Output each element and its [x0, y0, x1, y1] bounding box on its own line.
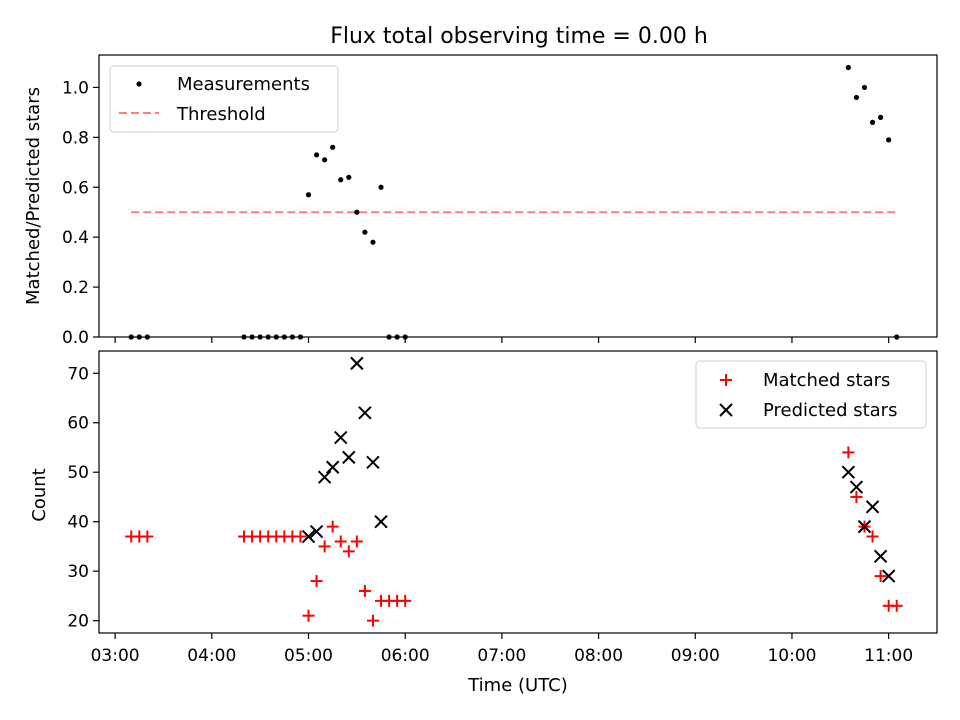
top-legend-box — [109, 65, 339, 133]
measurement-point — [877, 114, 884, 120]
measurement-point — [861, 84, 868, 91]
top-x-axis-ticks — [114, 337, 890, 343]
matched-star-point — [141, 530, 154, 543]
bottom-x-axis: 03:00 04:00 05:00 06:00 07:00 08:00 09:00 10:00… — [91, 633, 913, 666]
legend-label-predicted: Predicted stars — [763, 400, 897, 421]
top-y-tick-label: 1.0 — [62, 78, 89, 98]
predicted-star-point — [342, 450, 356, 465]
matched-star-point — [302, 609, 315, 622]
measurement-point — [354, 209, 360, 215]
measurement-point — [305, 192, 312, 198]
top-y-axis-label: Matched/Predicted stars — [23, 87, 44, 305]
x-tick-label: 08:00 — [574, 646, 623, 666]
bottom-y-tick-label: 60 — [67, 414, 89, 434]
predicted-star-point — [857, 519, 872, 534]
measurement-point — [313, 152, 320, 158]
bottom-y-tick-label: 50 — [67, 463, 89, 483]
measurement-point — [378, 184, 384, 190]
x-tick-label: 11:00 — [864, 646, 913, 666]
matched-star-point — [890, 599, 903, 612]
matched-star-point — [350, 535, 363, 548]
matched-star-point — [342, 545, 355, 558]
bottom-y-tick-label: 40 — [67, 513, 89, 533]
measurement-point — [845, 64, 851, 71]
matched-star-point — [326, 520, 339, 533]
measurement-point — [370, 239, 376, 245]
matched-star-point — [318, 540, 331, 553]
x-tick-label: 03:00 — [91, 646, 140, 666]
predicted-star-point — [841, 465, 856, 479]
predicted-star-point — [873, 549, 888, 564]
matched-star-point — [399, 594, 412, 607]
x-tick-label: 05:00 — [284, 646, 333, 666]
top-legend: Measurements Threshold — [109, 65, 339, 133]
predicted-star-point — [317, 470, 332, 484]
legend-label-matched: Matched stars — [763, 370, 890, 391]
predicted-star-point — [849, 480, 864, 494]
bottom-y-tick-label: 20 — [67, 612, 89, 632]
x-tick-label: 09:00 — [671, 646, 720, 666]
measurement-point — [338, 177, 344, 183]
predicted-star-point — [334, 430, 348, 445]
predicted-star-point — [358, 406, 372, 420]
x-tick-label: 07:00 — [477, 646, 526, 666]
bottom-panel: 20 30 40 50 60 70 03:00 04:00 05:00 06:00 07:00 08… — [29, 350, 938, 696]
matched-star-point — [358, 584, 371, 597]
matched-star-point — [850, 490, 863, 503]
matched-star-point — [334, 535, 347, 548]
legend-x-marker — [719, 403, 733, 417]
measurement-point — [330, 144, 336, 150]
legend-dot-marker — [136, 81, 142, 87]
top-y-axis: 0.0 0.2 0.4 0.6 0.8 1.0 — [62, 78, 99, 348]
bottom-y-tick-label: 70 — [67, 364, 89, 384]
predicted-star-point — [301, 529, 316, 544]
predicted-star-point — [350, 356, 364, 371]
legend-label-measurements: Measurements — [177, 74, 310, 95]
top-panel: 0.0 0.2 0.4 0.6 0.8 1.0 Matched/Predicted sta… — [23, 54, 938, 348]
top-y-tick-label: 0.0 — [62, 328, 89, 348]
top-y-tick-label: 0.6 — [62, 178, 89, 198]
matched-star-point — [842, 446, 855, 459]
matched-star-point — [874, 570, 887, 583]
x-tick-label: 04:00 — [187, 646, 236, 666]
legend-label-threshold: Threshold — [176, 104, 266, 125]
x-tick-label: 10:00 — [767, 646, 816, 666]
measurement-point — [322, 157, 328, 163]
predicted-star-point — [366, 455, 380, 470]
matched-star-point — [310, 575, 323, 588]
predicted-star-point — [865, 500, 880, 514]
top-y-tick-label: 0.8 — [62, 128, 89, 148]
measurement-point — [853, 94, 860, 101]
bottom-plot-marks — [125, 356, 903, 627]
bottom-legend-box — [695, 360, 927, 429]
predicted-star-point — [325, 460, 340, 474]
top-y-tick-label: 0.2 — [62, 278, 89, 298]
bottom-y-axis-label: Count — [29, 468, 50, 521]
measurement-point — [869, 119, 876, 125]
chart-title: Flux total observing time = 0.00 h — [330, 24, 708, 49]
bottom-legend: Matched stars Predicted stars — [695, 360, 927, 429]
measurement-point — [362, 229, 368, 235]
matched-star-point — [866, 530, 879, 543]
predicted-star-point — [881, 569, 896, 583]
predicted-star-point — [374, 514, 388, 529]
x-tick-label: 06:00 — [381, 646, 430, 666]
measurement-point — [886, 137, 892, 143]
top-y-tick-label: 0.4 — [62, 228, 89, 248]
top-plot-frame — [98, 54, 938, 338]
measurement-point — [346, 174, 352, 180]
x-axis-label: Time (UTC) — [467, 675, 568, 696]
matched-star-point — [366, 614, 379, 627]
bottom-y-axis: 20 30 40 50 60 70 — [67, 364, 99, 632]
legend-plus-marker — [720, 374, 732, 386]
bottom-y-tick-label: 30 — [67, 562, 89, 582]
matched-star-point — [294, 530, 307, 543]
bottom-plot-frame — [98, 350, 938, 634]
predicted-star-point — [309, 524, 324, 539]
